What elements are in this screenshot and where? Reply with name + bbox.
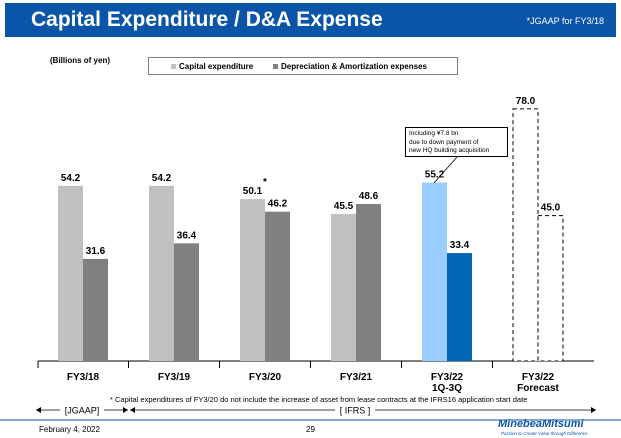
da-label-1: 36.4 [177, 230, 197, 241]
jgaap-label: [JGAAP] [65, 406, 100, 416]
da-bar-1 [174, 243, 199, 361]
annotation-connector [433, 156, 458, 184]
capex-label-2: 50.1 [243, 186, 263, 197]
chart-annotation: Including ¥7.8 bn due to down payment of… [405, 127, 508, 157]
capex-bar-2 [240, 199, 265, 361]
page-title: Capital Expenditure / D&A Expense [31, 8, 383, 31]
page-number: 29 [306, 425, 315, 434]
fy20-footnote-mark: * [263, 177, 267, 188]
da-bar-4 [447, 253, 472, 361]
chart-legend: Capital expenditure Depreciation & Amort… [148, 57, 458, 75]
capex-bar-4 [422, 182, 447, 361]
unit-label: (Billions of yen) [50, 56, 110, 65]
ifrs-label: [ IFRS ] [340, 406, 371, 416]
da-bar-3 [356, 203, 381, 361]
legend-swatch-da [273, 64, 278, 69]
title-bar: Capital Expenditure / D&A Expense *JGAAP… [5, 3, 616, 37]
jgaap-arrow-left [36, 407, 41, 413]
capex-label-4: 55.2 [425, 170, 445, 181]
annotation-line-2: due to down payment of [409, 138, 479, 146]
da-bar-2 [265, 211, 290, 361]
category-label-2: FY3/20 [249, 372, 282, 383]
legend-label-capex: Capital expenditure [179, 62, 254, 71]
da-label-3: 48.6 [359, 191, 379, 202]
capex-label-0: 54.2 [61, 173, 81, 184]
capex-bar-3 [331, 213, 356, 361]
legend-swatch-capex [171, 64, 176, 69]
capex-bar-0 [58, 185, 83, 361]
legend-label-da: Depreciation & Amortization expenses [281, 62, 427, 71]
da-label-0: 31.6 [86, 246, 106, 257]
capex-bar-1 [149, 185, 174, 361]
category-label-0: FY3/18 [67, 372, 100, 383]
accounting-note: *JGAAP for FY3/18 [526, 16, 604, 26]
logo-tagline: Passion to Create Value through Differen… [501, 431, 588, 436]
da-label-5: 45.0 [541, 203, 561, 214]
category-label-1: FY3/19 [158, 372, 191, 383]
category-label-4: FY3/22 [431, 372, 464, 383]
footer-date: February 4, 2022 [39, 425, 100, 434]
logo-name: MinebeaMitsumi [498, 418, 584, 430]
jgaap-label-bg [60, 404, 104, 416]
category-label-5: FY3/22 [522, 372, 555, 383]
capex-label-1: 54.2 [152, 173, 172, 184]
capex-bar-5 [512, 108, 539, 362]
capex-label-3: 45.5 [334, 201, 354, 212]
da-bar-0 [83, 258, 108, 361]
legend-item-capex: Capital expenditure [171, 62, 253, 71]
ifrs-arrow-right [591, 407, 596, 413]
ifrs-label-bg [335, 404, 375, 416]
footnote: * Capital expenditures of FY3/20 do not … [110, 395, 528, 404]
da-label-2: 46.2 [268, 199, 288, 210]
jgaap-arrow-right [123, 407, 128, 413]
annotation-line-3: new HQ building acquisition [409, 147, 490, 154]
legend-item-da: Depreciation & Amortization expenses [273, 62, 427, 71]
da-bar-5 [537, 215, 564, 362]
capex-label-5: 78.0 [516, 96, 536, 107]
category-label-4-line2: 1Q-3Q [432, 383, 462, 394]
annotation-line-1: Including ¥7.8 bn [409, 130, 459, 137]
company-logo: MinebeaMitsumi Passion to Create Value t… [498, 418, 618, 438]
da-label-4: 33.4 [450, 240, 470, 251]
category-label-3: FY3/21 [340, 372, 373, 383]
ifrs-arrow-left [130, 407, 135, 413]
category-label-5-line2: Forecast [517, 383, 559, 394]
